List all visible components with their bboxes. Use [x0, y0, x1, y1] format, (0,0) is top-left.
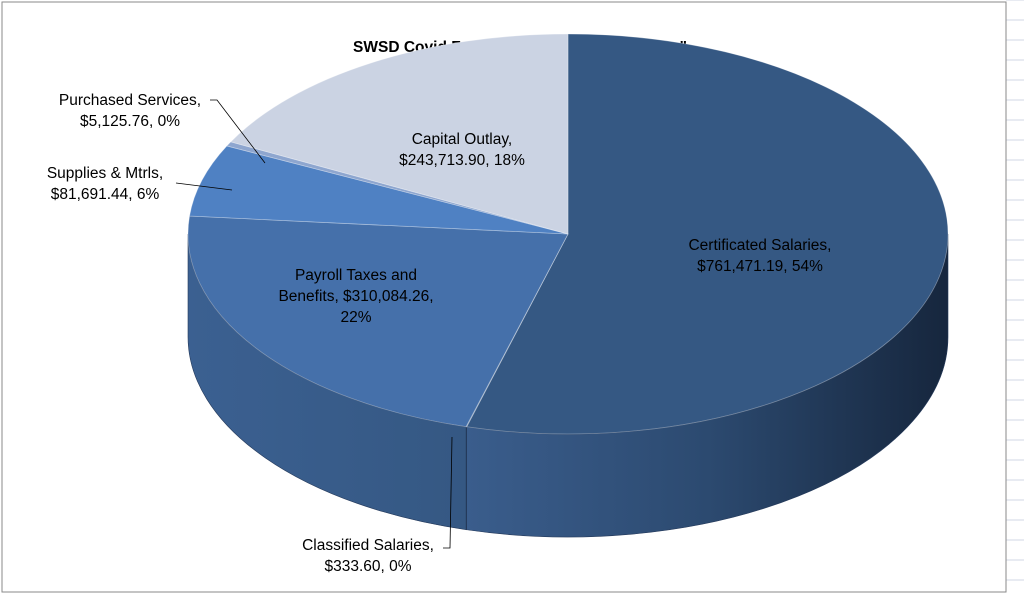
leader-line — [443, 436, 453, 549]
pie-slice — [466, 33, 949, 435]
data-label-line: $81,691.44, 6% — [51, 186, 160, 203]
spreadsheet-gridlines — [1006, 0, 1024, 581]
data-label-line: Capital Outlay, — [412, 131, 513, 148]
data-label-line: Supplies & Mtrls, — [47, 165, 163, 182]
data-label-line: Classified Salaries, — [302, 537, 434, 554]
pie-slice — [229, 33, 569, 235]
leader-line — [175, 182, 233, 191]
data-label-line: Payroll Taxes and — [295, 267, 417, 284]
data-label-line: $761,471.19, 54% — [697, 258, 823, 275]
leader-line — [210, 99, 266, 164]
data-label: Payroll Taxes and Benefits, $310,084.26, 2… — [278, 267, 433, 326]
data-label-line: Purchased Services, — [59, 92, 201, 109]
data-label-line: 22% — [340, 309, 371, 326]
data-label: Certificated Salaries, $761,471.19, 54% — [688, 237, 831, 275]
pie-slice — [187, 215, 569, 428]
data-label-line: Certificated Salaries, — [688, 237, 831, 254]
data-label: Supplies & Mtrls, $81,691.44, 6% — [47, 165, 163, 203]
data-label-line: $5,125.76, 0% — [80, 113, 180, 130]
data-label-line: Benefits, $310,084.26, — [278, 288, 433, 305]
data-label: Classified Salaries, $333.60, 0% — [302, 537, 434, 575]
data-label-line: $243,713.90, 18% — [399, 152, 525, 169]
data-labels: Certificated Salaries, $761,471.19, 54% Cl… — [47, 92, 832, 575]
data-label: Purchased Services, $5,125.76, 0% — [59, 92, 201, 130]
pie-slice — [226, 141, 569, 235]
data-label: Capital Outlay, $243,713.90, 18% — [399, 131, 525, 169]
pie-top-faces — [187, 33, 949, 435]
leader-lines — [175, 99, 453, 549]
data-label-line: $333.60, 0% — [324, 558, 411, 575]
pie-slice — [189, 145, 569, 235]
